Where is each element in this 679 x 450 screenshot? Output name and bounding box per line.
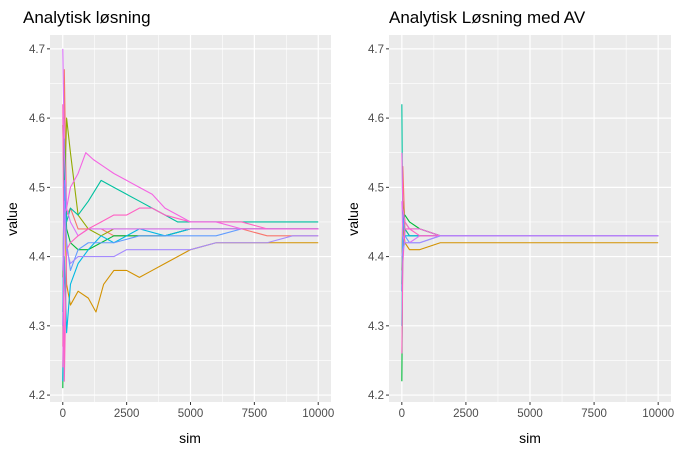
y-axis-label: value [4,202,20,236]
chart-title: Analytisk Løsning med AV [389,8,586,27]
y-tick-label: 4.2 [368,390,384,402]
x-axis-ticks: 0 2500 5000 7500 10000 [60,402,334,420]
y-tick-label: 4.4 [29,252,46,264]
y-tick-label: 4.2 [29,390,45,402]
series-lines [401,104,659,382]
y-tick-label: 4.6 [29,113,45,125]
y-tick-label: 4.7 [368,44,384,56]
x-tick-label: 0 [60,408,66,420]
x-tick-label: 2500 [114,408,140,420]
x-axis-label: sim [179,430,201,446]
series-line [401,235,659,257]
x-tick-label: 2500 [453,408,479,420]
x-tick-label: 7500 [242,408,268,420]
series-line [62,152,319,368]
x-tick-label: 7500 [581,408,607,420]
y-tick-label: 4.6 [368,113,384,125]
x-tick-label: 0 [399,408,405,420]
x-tick-label: 5000 [178,408,204,420]
y-tick-label: 4.5 [368,182,384,194]
x-axis-label: sim [519,430,541,446]
x-tick-label: 10000 [302,408,334,420]
right-chart-panel: Analytisk Løsning med AV 4.2 4.3 4.4 4.5 4.6… [345,8,674,446]
x-axis-ticks: 0 2500 5000 7500 10000 [399,402,674,420]
y-tick-label: 4.3 [29,321,45,333]
series-lines [62,48,319,389]
y-tick-label: 4.4 [368,252,385,264]
x-tick-label: 10000 [642,408,674,420]
x-tick-label: 5000 [517,408,543,420]
y-tick-label: 4.3 [368,321,384,333]
y-axis-label: value [345,202,361,236]
y-axis-ticks: 4.2 4.3 4.4 4.5 4.6 4.7 [29,44,50,402]
chart-title: Analytisk løsning [23,8,151,27]
y-tick-label: 4.5 [29,182,45,194]
series-line [62,200,319,271]
left-chart-panel: Analytisk løsning 4.2 4.3 4.4 4.5 4.6 4.7 0 25… [4,8,334,446]
series-line [62,104,319,382]
y-axis-ticks: 4.2 4.3 4.4 4.5 4.6 4.7 [368,44,389,402]
y-tick-label: 4.7 [29,44,45,56]
